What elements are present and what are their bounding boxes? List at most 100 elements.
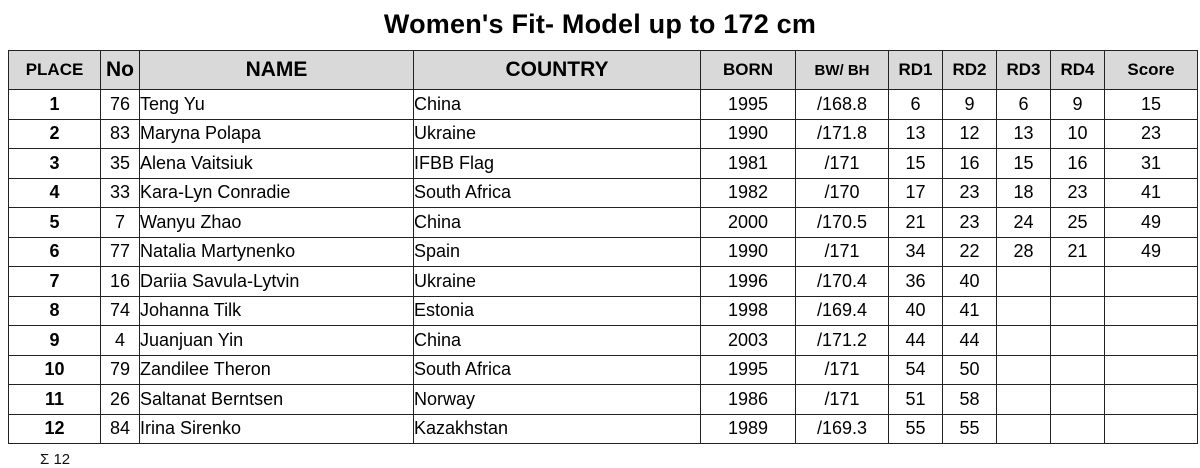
cell-country: South Africa: [413, 177, 701, 208]
cell-country: Kazakhstan: [413, 413, 701, 444]
cell-rd1: 34: [888, 236, 943, 267]
column-header-rd3: RD3: [996, 50, 1051, 90]
table-body: 1 76 Teng Yu China 1995 /168.8 6 9 6 9 1…: [8, 89, 1198, 444]
cell-country: Spain: [413, 236, 701, 267]
cell-place: 9: [8, 325, 101, 356]
cell-country: Estonia: [413, 295, 701, 326]
cell-no: 74: [100, 295, 140, 326]
column-header-no: No: [100, 50, 140, 90]
cell-bw-bh: /171: [795, 236, 889, 267]
table-row: 5 7 Wanyu Zhao China 2000 /170.5 21 23 2…: [8, 207, 1198, 238]
cell-rd4: [1050, 413, 1105, 444]
cell-name: Irina Sirenko: [139, 413, 414, 444]
cell-no: 16: [100, 266, 140, 297]
cell-rd1: 40: [888, 295, 943, 326]
cell-no: 77: [100, 236, 140, 267]
cell-name: Juanjuan Yin: [139, 325, 414, 356]
table-row: 11 26 Saltanat Berntsen Norway 1986 /171…: [8, 384, 1198, 415]
cell-bw-bh: /170.4: [795, 266, 889, 297]
cell-bw-bh: /171: [795, 148, 889, 179]
table-row: 12 84 Irina Sirenko Kazakhstan 1989 /169…: [8, 413, 1198, 444]
cell-country: IFBB Flag: [413, 148, 701, 179]
cell-rd2: 44: [942, 325, 997, 356]
cell-rd4: 23: [1050, 177, 1105, 208]
cell-score: [1104, 295, 1198, 326]
table-row: 9 4 Juanjuan Yin China 2003 /171.2 44 44: [8, 325, 1198, 356]
cell-place: 12: [8, 413, 101, 444]
table-row: 4 33 Kara-Lyn Conradie South Africa 1982…: [8, 177, 1198, 208]
cell-rd4: 10: [1050, 118, 1105, 149]
cell-rd2: 58: [942, 384, 997, 415]
cell-born: 1990: [700, 118, 796, 149]
cell-rd2: 55: [942, 413, 997, 444]
cell-country: Norway: [413, 384, 701, 415]
cell-no: 79: [100, 354, 140, 385]
column-header-born: BORN: [700, 50, 796, 90]
cell-country: China: [413, 89, 701, 120]
results-table: PLACE No NAME COUNTRY BORN BW/ BH RD1 RD…: [8, 50, 1198, 444]
cell-name: Alena Vaitsiuk: [139, 148, 414, 179]
cell-bw-bh: /171.8: [795, 118, 889, 149]
cell-place: 4: [8, 177, 101, 208]
cell-rd3: [996, 384, 1051, 415]
cell-bw-bh: /171: [795, 384, 889, 415]
page-title: Women's Fit- Model up to 172 cm: [383, 9, 817, 39]
cell-born: 1989: [700, 413, 796, 444]
cell-score: [1104, 354, 1198, 385]
cell-rd4: 25: [1050, 207, 1105, 238]
cell-name: Dariia Savula-Lytvin: [139, 266, 414, 297]
cell-name: Zandilee Theron: [139, 354, 414, 385]
cell-place: 1: [8, 89, 101, 120]
cell-rd2: 23: [942, 207, 997, 238]
cell-rd3: 15: [996, 148, 1051, 179]
cell-rd3: [996, 413, 1051, 444]
column-header-rd4: RD4: [1050, 50, 1105, 90]
cell-rd4: 16: [1050, 148, 1105, 179]
cell-bw-bh: /169.4: [795, 295, 889, 326]
cell-born: 1998: [700, 295, 796, 326]
cell-name: Natalia Martynenko: [139, 236, 414, 267]
cell-bw-bh: /170.5: [795, 207, 889, 238]
cell-rd2: 23: [942, 177, 997, 208]
cell-rd3: 13: [996, 118, 1051, 149]
cell-rd1: 15: [888, 148, 943, 179]
cell-score: [1104, 384, 1198, 415]
cell-rd3: 18: [996, 177, 1051, 208]
cell-rd3: 28: [996, 236, 1051, 267]
cell-rd2: 22: [942, 236, 997, 267]
cell-score: [1104, 325, 1198, 356]
cell-score: 15: [1104, 89, 1198, 120]
cell-country: China: [413, 207, 701, 238]
column-header-name: NAME: [139, 50, 414, 90]
cell-born: 2003: [700, 325, 796, 356]
cell-rd4: [1050, 295, 1105, 326]
column-header-country: COUNTRY: [413, 50, 701, 90]
cell-place: 8: [8, 295, 101, 326]
cell-score: [1104, 413, 1198, 444]
cell-name: Wanyu Zhao: [139, 207, 414, 238]
table-row: 10 79 Zandilee Theron South Africa 1995 …: [8, 354, 1198, 385]
cell-born: 1995: [700, 354, 796, 385]
column-header-bw-bh: BW/ BH: [795, 50, 889, 90]
footnote-total: Σ 12: [40, 451, 71, 468]
cell-rd1: 17: [888, 177, 943, 208]
table-row: 6 77 Natalia Martynenko Spain 1990 /171 …: [8, 236, 1198, 267]
column-header-rd1: RD1: [888, 50, 943, 90]
cell-score: 49: [1104, 207, 1198, 238]
cell-rd1: 44: [888, 325, 943, 356]
cell-name: Teng Yu: [139, 89, 414, 120]
cell-no: 33: [100, 177, 140, 208]
cell-rd3: [996, 295, 1051, 326]
cell-born: 1986: [700, 384, 796, 415]
cell-rd2: 50: [942, 354, 997, 385]
cell-rd1: 36: [888, 266, 943, 297]
cell-rd1: 54: [888, 354, 943, 385]
cell-rd3: 24: [996, 207, 1051, 238]
cell-rd3: [996, 325, 1051, 356]
cell-rd1: 21: [888, 207, 943, 238]
cell-rd1: 6: [888, 89, 943, 120]
cell-place: 2: [8, 118, 101, 149]
cell-rd2: 40: [942, 266, 997, 297]
cell-no: 84: [100, 413, 140, 444]
cell-place: 5: [8, 207, 101, 238]
